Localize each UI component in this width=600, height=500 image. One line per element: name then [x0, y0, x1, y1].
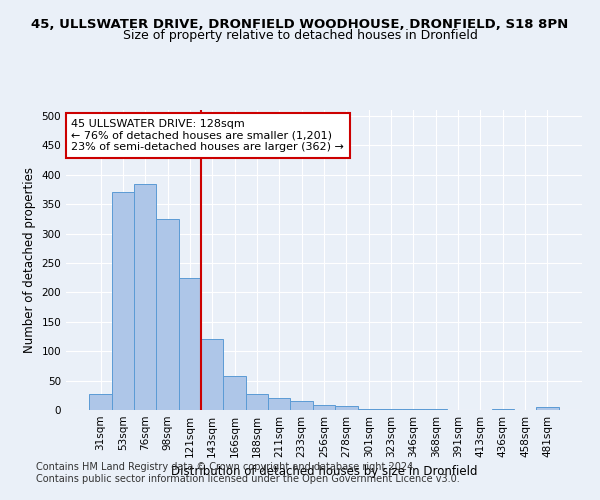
Bar	[335, 406, 358, 410]
Bar	[89, 394, 112, 410]
Bar	[246, 394, 268, 410]
Bar	[358, 409, 380, 410]
Text: 45 ULLSWATER DRIVE: 128sqm
← 76% of detached houses are smaller (1,201)
23% of s: 45 ULLSWATER DRIVE: 128sqm ← 76% of deta…	[71, 119, 344, 152]
Bar	[223, 376, 246, 410]
Bar	[536, 407, 559, 410]
X-axis label: Distribution of detached houses by size in Dronfield: Distribution of detached houses by size …	[171, 466, 477, 478]
Bar	[290, 401, 313, 410]
Y-axis label: Number of detached properties: Number of detached properties	[23, 167, 36, 353]
Bar	[157, 219, 179, 410]
Bar	[112, 192, 134, 410]
Text: Size of property relative to detached houses in Dronfield: Size of property relative to detached ho…	[122, 29, 478, 42]
Bar	[179, 278, 201, 410]
Bar	[313, 406, 335, 410]
Bar	[134, 184, 157, 410]
Text: Contains public sector information licensed under the Open Government Licence v3: Contains public sector information licen…	[36, 474, 460, 484]
Bar	[201, 340, 223, 410]
Text: Contains HM Land Registry data © Crown copyright and database right 2024.: Contains HM Land Registry data © Crown c…	[36, 462, 416, 472]
Text: 45, ULLSWATER DRIVE, DRONFIELD WOODHOUSE, DRONFIELD, S18 8PN: 45, ULLSWATER DRIVE, DRONFIELD WOODHOUSE…	[31, 18, 569, 30]
Bar	[268, 398, 290, 410]
